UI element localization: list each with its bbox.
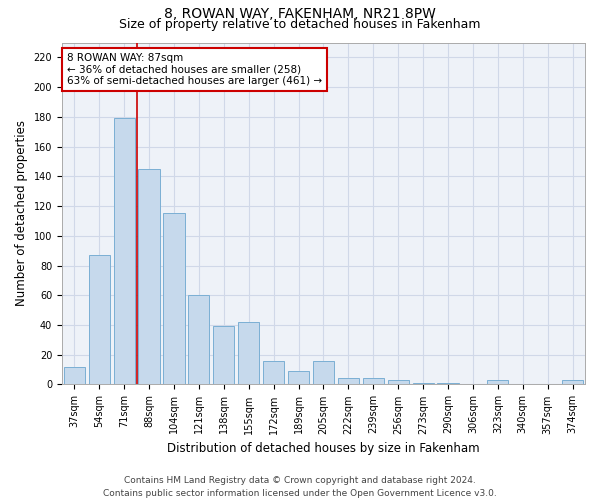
Bar	[113, 118, 135, 384]
Text: Size of property relative to detached houses in Fakenham: Size of property relative to detached ho…	[119, 18, 481, 31]
Bar	[562, 380, 583, 384]
Bar	[313, 360, 334, 384]
Text: Contains HM Land Registry data © Crown copyright and database right 2024.
Contai: Contains HM Land Registry data © Crown c…	[103, 476, 497, 498]
Bar	[362, 378, 384, 384]
Bar	[388, 380, 409, 384]
Bar	[139, 169, 160, 384]
Bar	[487, 380, 508, 384]
Bar	[238, 322, 259, 384]
Text: 8, ROWAN WAY, FAKENHAM, NR21 8PW: 8, ROWAN WAY, FAKENHAM, NR21 8PW	[164, 8, 436, 22]
Bar	[437, 383, 458, 384]
Bar	[263, 360, 284, 384]
Bar	[413, 383, 434, 384]
Bar	[163, 214, 185, 384]
Bar	[338, 378, 359, 384]
Bar	[213, 326, 235, 384]
Text: 8 ROWAN WAY: 87sqm
← 36% of detached houses are smaller (258)
63% of semi-detach: 8 ROWAN WAY: 87sqm ← 36% of detached hou…	[67, 53, 322, 86]
Bar	[89, 255, 110, 384]
Bar	[188, 295, 209, 384]
Y-axis label: Number of detached properties: Number of detached properties	[15, 120, 28, 306]
Bar	[288, 371, 309, 384]
Bar	[64, 366, 85, 384]
X-axis label: Distribution of detached houses by size in Fakenham: Distribution of detached houses by size …	[167, 442, 480, 455]
